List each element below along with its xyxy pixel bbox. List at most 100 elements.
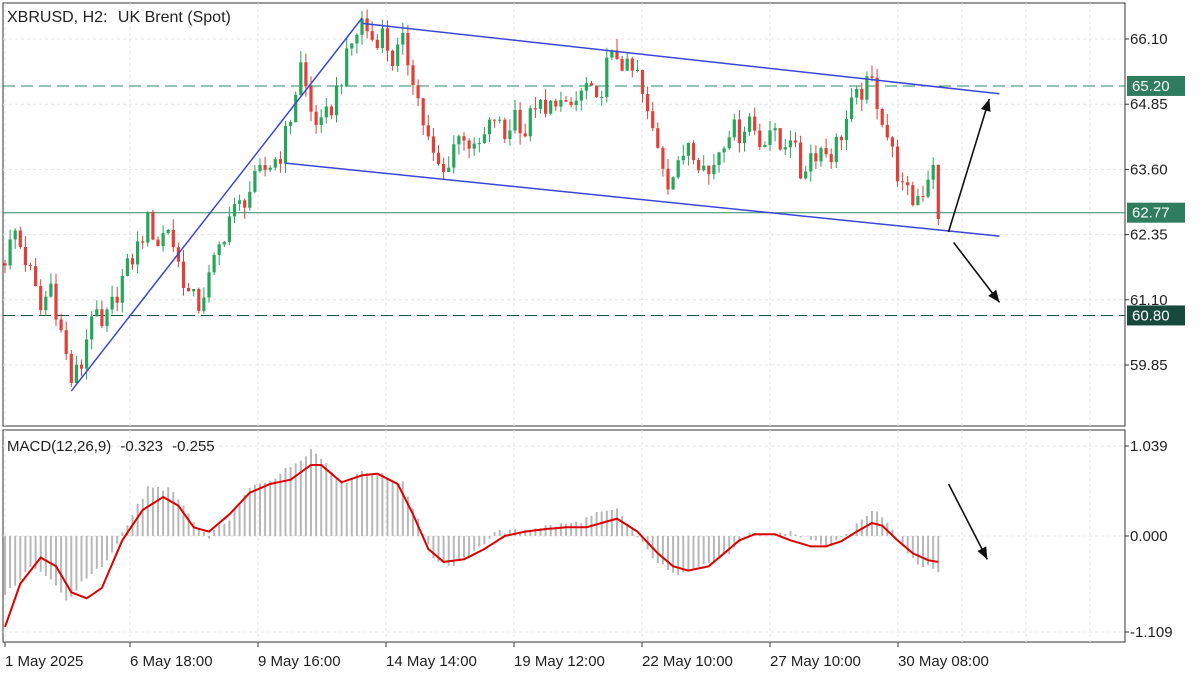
arrow-shaft [947, 483, 989, 560]
candle-body [222, 241, 226, 245]
candle-body [329, 106, 333, 116]
macd-signal [4, 464, 939, 628]
candle-body [146, 211, 150, 243]
trend-line[interactable] [285, 162, 1000, 237]
arrow-shaft [952, 241, 1001, 303]
candle-body [804, 171, 808, 179]
candle-body [860, 88, 864, 100]
macd-signal-value: -0.255 [172, 438, 215, 455]
macd-main-value: -0.323 [120, 438, 163, 455]
trend-line[interactable] [70, 17, 363, 392]
candle-body [54, 283, 58, 320]
candle-body [523, 133, 527, 137]
candle-body [503, 119, 507, 140]
candle-body [487, 119, 492, 135]
candle-body [901, 181, 905, 183]
candle-body [589, 83, 594, 86]
candle-body [436, 152, 441, 164]
candle-body [232, 203, 237, 217]
candle-body [69, 353, 73, 383]
candle-body [85, 339, 89, 369]
candle-body [768, 130, 772, 145]
candle-body [8, 239, 12, 266]
candle-body [666, 168, 670, 190]
price-badges: 65.20 62.77 60.80 [1127, 75, 1185, 326]
candle-body [238, 200, 242, 204]
candle-body [151, 211, 155, 240]
candle-body [564, 100, 568, 102]
candle-body [452, 144, 456, 168]
candle-body [136, 241, 140, 265]
candle-body [630, 58, 634, 71]
candle-body [748, 116, 752, 132]
price-badge-label: 60.80 [1132, 307, 1170, 324]
time-tick-label: 27 May 10:00 [770, 653, 861, 670]
candle-body [115, 296, 119, 303]
candle-body [885, 124, 889, 138]
candle-body [610, 50, 614, 58]
candle-body [829, 154, 833, 163]
candle-body [707, 165, 711, 175]
candle-body [319, 117, 323, 125]
candlestick-series [3, 9, 940, 388]
candle-body [258, 165, 262, 172]
candle-body [309, 86, 313, 112]
candle-body [528, 108, 532, 137]
candle-body [64, 330, 68, 354]
candle-body [824, 148, 828, 155]
candle-body [380, 28, 384, 49]
candle-body [498, 119, 502, 121]
candle-body [727, 137, 731, 149]
candle-body [569, 101, 573, 106]
price-badge-label: 65.20 [1132, 78, 1170, 95]
candle-body [472, 143, 476, 149]
candle-body [788, 140, 792, 148]
candle-body [156, 239, 160, 247]
candle-body [916, 196, 920, 205]
candle-body [595, 85, 599, 98]
candle-body [299, 62, 303, 95]
time-tick-label: 30 May 08:00 [898, 653, 989, 670]
candle-body [676, 160, 680, 178]
candle-body [79, 364, 84, 369]
candle-body [778, 128, 782, 150]
candle-body [248, 191, 252, 208]
candle-body [401, 32, 405, 45]
trend-line[interactable] [361, 22, 1000, 95]
grid [3, 3, 1125, 642]
candle-body [345, 48, 349, 86]
candle-body [385, 28, 390, 51]
candle-body [936, 164, 940, 219]
price-pane[interactable] [2, 2, 1126, 427]
candle-body [493, 119, 497, 121]
candle-body [579, 90, 583, 101]
candle-body [28, 265, 33, 267]
trend-lines [70, 17, 1000, 392]
candle-body [49, 283, 53, 297]
time-tick-label: 9 May 16:00 [258, 653, 341, 670]
candle-body [334, 86, 339, 116]
candle-body [442, 163, 446, 172]
candle-body [278, 159, 282, 164]
candle-body [18, 230, 22, 247]
candle-body [227, 216, 231, 242]
time-tick-label: 19 May 12:00 [514, 653, 605, 670]
candle-body [273, 159, 277, 168]
candle-body [268, 167, 272, 170]
candle-body [95, 309, 99, 317]
candle-body [855, 88, 859, 98]
candle-body [625, 58, 629, 71]
macd-axis: 1.039 0.000 -1.109 [1125, 438, 1173, 641]
candle-body [671, 177, 675, 190]
candle-body [931, 164, 935, 180]
candle-body [105, 309, 109, 327]
candle-body [895, 146, 900, 182]
candle-body [620, 58, 624, 71]
candle-body [120, 275, 124, 303]
candle-body [763, 144, 767, 148]
candle-body [615, 50, 619, 59]
candle-body [880, 109, 884, 125]
candle-body [212, 254, 216, 273]
candle-body [834, 136, 838, 163]
candle-body [783, 147, 787, 150]
